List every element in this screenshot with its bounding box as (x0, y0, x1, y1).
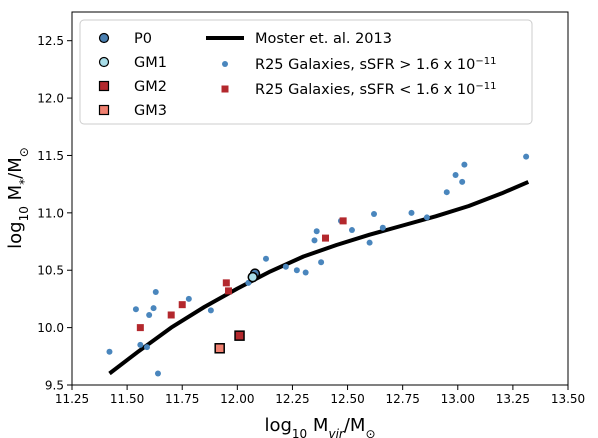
r25-high-ssfr-point (348, 227, 355, 234)
x-tick-label: 13.25 (496, 392, 530, 406)
moster-relation-line (108, 180, 530, 376)
y-tick-label: 10.5 (37, 264, 64, 278)
r25-high-ssfr-point (366, 239, 373, 246)
legend-marker-p0 (98, 32, 110, 44)
legend-label-gm3: GM3 (134, 103, 167, 119)
y-tick-label: 12.0 (37, 92, 64, 106)
r25-high-ssfr-point (523, 153, 530, 160)
legend-entry-gm2: GM2 (98, 79, 167, 95)
r25-high-ssfr-point (452, 171, 459, 178)
r25-high-ssfr-point (150, 305, 157, 312)
r25-high-ssfr-point (302, 269, 309, 276)
legend-entry-r25-low: R25 Galaxies, sSFR < 1.6 x 10−11 (221, 81, 496, 99)
r25-high-ssfr-point (293, 267, 300, 274)
legend-label-r25-high: R25 Galaxies, sSFR > 1.6 x 10−11 (255, 56, 496, 74)
r25-high-ssfr-point (313, 228, 320, 235)
r25-low-ssfr-point (167, 311, 175, 319)
r25-high-ssfr-point (132, 306, 139, 313)
x-tick-label: 12.25 (275, 392, 309, 406)
x-tick-label: 11.75 (165, 392, 199, 406)
legend-label-r25-low: R25 Galaxies, sSFR < 1.6 x 10−11 (255, 81, 496, 99)
r25-high-ssfr-point (154, 370, 161, 377)
y-axis-ticks: 9.5 10.0 10.5 11.0 11.5 12.0 12.5 (37, 34, 72, 393)
x-tick-label: 13.50 (551, 392, 585, 406)
r25-high-ssfr-point (185, 295, 192, 302)
r25-high-ssfr-point (152, 289, 159, 296)
r25-high-ssfr-point (106, 348, 113, 355)
chart-marks (106, 153, 530, 377)
y-tick-label: 9.5 (45, 379, 64, 393)
gm3-point (214, 343, 225, 354)
y-tick-label: 12.5 (37, 34, 64, 48)
legend-entry-p0: P0 (98, 31, 152, 47)
x-tick-label: 11.50 (110, 392, 144, 406)
r25-high-ssfr-point (143, 344, 150, 351)
x-tick-label: 12.50 (330, 392, 364, 406)
legend-label-gm2: GM2 (134, 79, 167, 95)
legend-entry-moster: Moster et. al. 2013 (206, 31, 392, 47)
x-axis-label: log10 Mvir/M⊙ (264, 415, 375, 438)
r25-high-ssfr-point (443, 189, 450, 196)
y-tick-label: 11.5 (37, 149, 64, 163)
r25-high-ssfr-point (408, 209, 415, 216)
legend-marker-gm2 (98, 80, 110, 92)
r25-low-ssfr-point (178, 301, 186, 309)
x-axis-ticks: 11.25 11.50 11.75 12.00 12.25 12.50 12.75 13.00… (55, 385, 585, 406)
y-axis-label: log10 M*/M⊙ (5, 147, 31, 249)
legend-marker-gm1 (98, 56, 110, 68)
legend-label-moster: Moster et. al. 2013 (255, 31, 392, 47)
r25-high-ssfr-point (318, 259, 325, 266)
r25-high-ssfr-point (379, 224, 386, 231)
r25-high-ssfr-point (459, 178, 466, 185)
r25-high-ssfr-point (311, 237, 318, 244)
legend-entry-r25-high: R25 Galaxies, sSFR > 1.6 x 10−11 (222, 56, 496, 74)
legend-frame (79, 19, 533, 125)
r25-high-ssfr-point (137, 341, 144, 348)
r25-high-ssfr-point (146, 311, 153, 318)
legend-entry-gm3: GM3 (98, 103, 167, 119)
legend-label-gm1: GM1 (134, 55, 167, 71)
y-tick-label: 10.0 (37, 321, 64, 335)
r25-high-ssfr-point (423, 214, 430, 221)
y-tick-label: 11.0 (37, 206, 64, 220)
r25-high-ssfr-point (371, 210, 378, 217)
x-tick-label: 12.00 (220, 392, 254, 406)
r25-high-ssfr-point (207, 307, 214, 314)
r25-high-ssfr-point (282, 263, 289, 270)
r25-low-ssfr-point (136, 324, 144, 332)
x-tick-label: 12.75 (385, 392, 419, 406)
r25-low-ssfr-point (225, 287, 233, 295)
gm2-point (234, 330, 245, 341)
legend: P0 GM1 GM2 GM3 Moster et. al. 2013 R25 G… (79, 19, 533, 125)
legend-marker-r25-high (222, 61, 228, 67)
legend-marker-r25-low (221, 85, 229, 93)
r25-low-ssfr-point (222, 279, 230, 287)
r25-high-ssfr-point (461, 161, 468, 168)
r25-high-ssfr-point (262, 255, 269, 262)
legend-label-p0: P0 (134, 31, 152, 47)
r25-low-ssfr-point (339, 217, 347, 225)
legend-marker-gm3 (98, 104, 110, 116)
gm1-point (247, 271, 259, 283)
r25-low-ssfr-point (322, 234, 330, 242)
x-tick-label: 11.25 (55, 392, 89, 406)
legend-entry-gm1: GM1 (98, 55, 167, 71)
x-tick-label: 13.00 (441, 392, 475, 406)
